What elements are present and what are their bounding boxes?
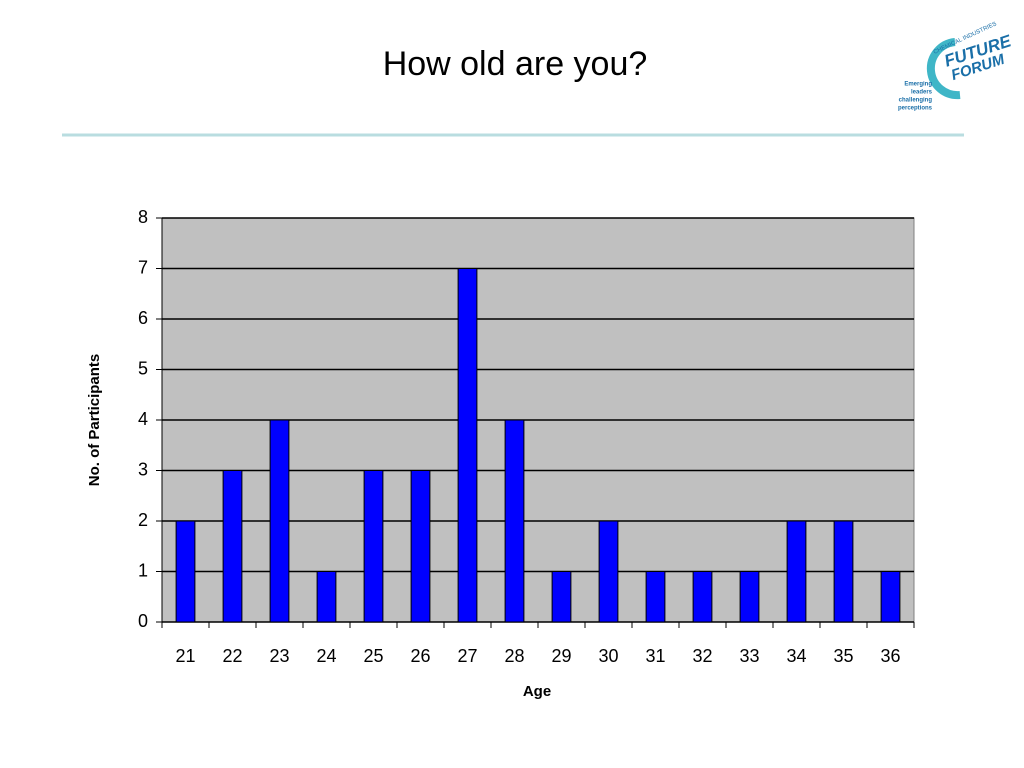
x-axis-label: Age	[523, 683, 551, 700]
x-tick-label: 36	[880, 646, 900, 666]
bar	[363, 470, 384, 623]
y-tick-label: 3	[138, 459, 148, 479]
bar	[551, 571, 572, 623]
bar	[410, 470, 431, 623]
logo-tagline: Emerging	[904, 82, 932, 88]
bar	[316, 571, 337, 623]
y-axis-label: No. of Participants	[86, 354, 103, 487]
x-tick-label: 34	[786, 646, 806, 666]
bar	[222, 470, 243, 623]
bar	[598, 520, 619, 623]
bar	[786, 520, 807, 623]
x-tick-label: 21	[175, 646, 195, 666]
bar	[269, 419, 290, 623]
x-tick-label: 35	[833, 646, 853, 666]
y-tick-label: 1	[138, 560, 148, 580]
bar	[739, 571, 760, 623]
x-tick-label: 28	[504, 646, 524, 666]
x-tick-label: 30	[598, 646, 618, 666]
bar	[880, 571, 901, 623]
x-tick-label: 25	[363, 646, 383, 666]
chart-title: How old are you?	[383, 45, 648, 83]
y-tick-label: 0	[138, 611, 148, 631]
x-tick-label: 32	[692, 646, 712, 666]
x-tick-label: 33	[739, 646, 759, 666]
y-tick-label: 5	[138, 358, 148, 378]
bar	[833, 520, 854, 623]
x-tick-label: 24	[316, 646, 336, 666]
y-tick-label: 8	[138, 207, 148, 227]
x-tick-label: 22	[222, 646, 242, 666]
x-tick-label: 23	[269, 646, 289, 666]
x-tick-label: 27	[457, 646, 477, 666]
x-tick-label: 26	[410, 646, 430, 666]
logo-tagline: perceptions	[898, 106, 933, 112]
bar	[175, 520, 196, 623]
bar	[457, 268, 478, 623]
bar	[645, 571, 666, 623]
x-tick-label: 31	[645, 646, 665, 666]
y-tick-label: 4	[138, 409, 148, 429]
bar	[504, 419, 525, 623]
y-tick-label: 6	[138, 308, 148, 328]
y-tick-label: 7	[138, 257, 148, 277]
bar	[692, 571, 713, 623]
y-tick-label: 2	[138, 510, 148, 530]
logo-tagline: challenging	[899, 98, 933, 104]
x-tick-label: 29	[551, 646, 571, 666]
logo-tagline: leaders	[911, 90, 933, 96]
logo-arc	[926, 38, 961, 100]
